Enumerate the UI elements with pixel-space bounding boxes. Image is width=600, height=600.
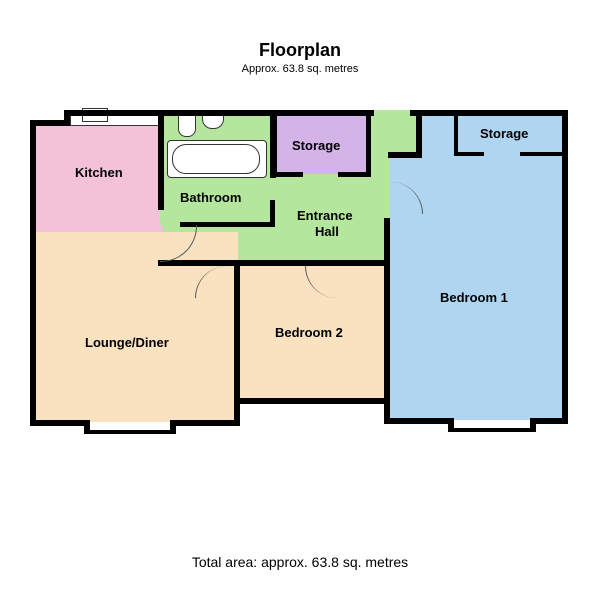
wall-lounge-right [234, 260, 240, 402]
wall-bottom-left [30, 420, 90, 426]
wall-top-main [64, 110, 374, 116]
label-bathroom: Bathroom [180, 190, 241, 205]
wall-top-gap-r [410, 110, 568, 116]
toilet-fixture [178, 113, 196, 137]
wall-bed2-bottom [234, 398, 390, 404]
floorplan: Kitchen Bathroom Storage Entrance Hall S… [30, 110, 570, 460]
label-hall-2: Hall [315, 224, 339, 239]
bathtub-inner [172, 144, 260, 174]
title-block: Floorplan Approx. 63.8 sq. metres [0, 40, 600, 75]
label-storage1: Storage [292, 138, 340, 153]
wall-storage2-bottom-r [520, 152, 564, 156]
label-hall-1: Entrance [297, 208, 353, 223]
wall-bed1-bottom-l [384, 418, 454, 424]
label-kitchen: Kitchen [75, 165, 123, 180]
wall-bed1-left-upper [416, 110, 422, 158]
wall-storage1-right [366, 110, 371, 176]
wall-kitchen-right [158, 110, 164, 210]
wall-lounge-door-bottom [84, 430, 176, 434]
wall-storage2-bottom-l [454, 152, 484, 156]
page-title: Floorplan [0, 40, 600, 61]
wall-bottom-left2 [170, 420, 240, 426]
wall-bed2-right [384, 218, 390, 402]
label-storage2: Storage [480, 126, 528, 141]
label-bedroom1: Bedroom 1 [440, 290, 508, 305]
wall-right-lower [562, 396, 568, 424]
wall-storage1-left [273, 110, 277, 176]
wall-bathroom-right-low [270, 200, 275, 227]
label-bedroom2: Bedroom 2 [275, 325, 343, 340]
wall-bed1-top-step [388, 152, 422, 158]
footer-text: Total area: approx. 63.8 sq. metres [0, 554, 600, 570]
label-lounge: Lounge/Diner [85, 335, 169, 350]
wall-left-upper [30, 120, 36, 425]
wall-hall-bottom [158, 260, 390, 266]
wall-storage2-left [454, 114, 458, 154]
wall-storage1-bottom-l [273, 172, 303, 177]
page-subtitle: Approx. 63.8 sq. metres [0, 63, 600, 75]
wall-storage1-bottom-r [338, 172, 371, 177]
wall-bed1-door-bottom [448, 428, 536, 432]
